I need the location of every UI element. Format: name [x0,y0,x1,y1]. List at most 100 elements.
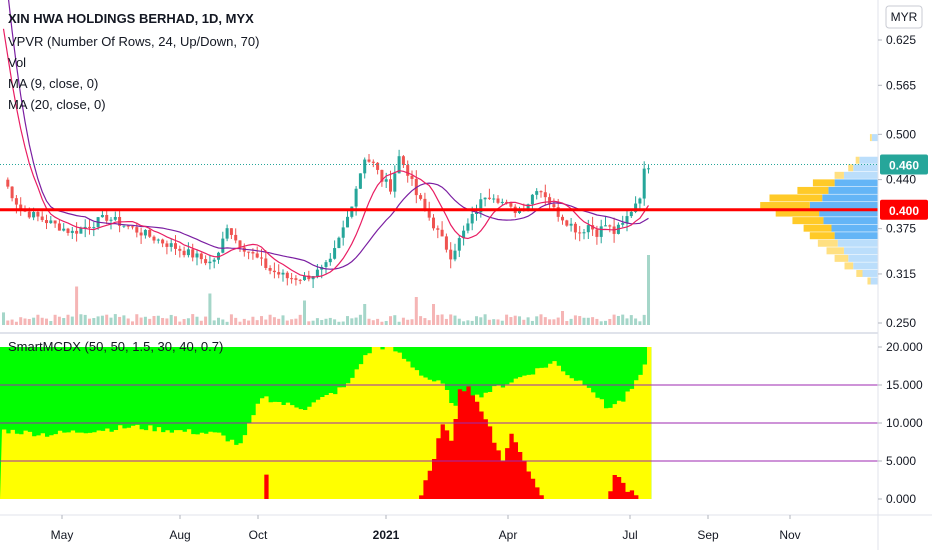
time-axis[interactable]: May Aug Oct 2021 Apr Jul Sep Nov [51,515,801,542]
volume-bar [505,314,509,325]
candle-body [393,173,397,192]
candle-body [247,251,251,253]
volume-bar [217,317,221,325]
volume-bar [552,319,556,325]
volume-bar [32,317,36,325]
candle-body [143,229,147,236]
candle-body [376,162,380,170]
price-tick-label: 0.625 [886,33,916,47]
candle-body [638,198,642,204]
volume-bar [6,320,10,325]
candle-body [449,249,453,260]
candle-body [427,209,431,218]
volume-bar [268,314,272,325]
candle-body [406,165,410,176]
candle-body [367,159,371,162]
candle-body [389,179,393,192]
volume-bar [384,320,388,325]
candle-body [105,214,109,221]
candle-body [126,225,130,227]
support-price-badge-bg [880,199,928,220]
volume-bar [475,316,479,325]
volume-bar [341,321,345,325]
volume-bar [440,314,444,325]
volume-bar [522,319,526,325]
candle-body [625,216,629,223]
volume-bar [195,316,199,325]
volume-bar [337,321,341,325]
candle-body [148,229,152,237]
volume-bar [595,318,599,325]
vp-down-bar [826,247,844,255]
indicator-ma20[interactable]: MA (20, close, 0) [8,97,106,112]
candle-body [303,275,307,281]
vp-up-bar [823,217,878,225]
volume-bar [457,318,461,325]
volume-bar [625,318,629,325]
volume-bar [432,304,436,325]
volume-bar [427,320,431,325]
volume-bar [290,319,294,325]
symbol-title[interactable]: XIN HWA HOLDINGS BERHAD, 1D, MYX [8,11,254,26]
current-price-badge: 0.460 [889,159,919,173]
volume-bar [513,315,517,325]
volume-bar [496,319,500,325]
candle-body [483,197,487,200]
volume-bar [208,293,212,325]
volume-bar [156,315,160,325]
volume-bar [376,318,380,325]
vp-down-bar [848,164,854,172]
volume-bar [358,314,362,325]
ma9-line [2,28,650,278]
candle-body [165,243,169,247]
volume-bar [410,319,414,325]
volume-bar [143,316,147,325]
candle-body [268,267,272,271]
candle-body [62,228,66,231]
current-price-badge-bg [880,154,928,175]
currency-button[interactable]: MYR [885,5,923,29]
volume-bar [303,300,307,325]
volume-bar [100,315,104,325]
volume-bar [36,314,40,325]
volume-bar [492,319,496,325]
candle-body [530,194,534,205]
candle-body [229,228,233,235]
price-pane[interactable] [0,0,878,325]
price-axis[interactable]: 0.625 0.565 0.500 0.440 0.375 0.315 0.250 [878,33,916,330]
volume-bar [2,312,6,325]
candle-body [57,223,61,231]
candle-body [578,232,582,234]
indicator-smartmcdx[interactable]: SmartMCDX (50, 50, 1.5, 30, 40, 0.7) [8,339,223,354]
volume-bar [586,317,590,325]
volume-bar [367,318,371,325]
candle-body [384,179,388,182]
candle-body [6,179,10,187]
candle-body [225,228,229,239]
candle-body [45,220,49,224]
candle-body [518,209,522,214]
vp-down-bar [834,171,844,179]
mcdx-pane[interactable] [0,347,878,499]
volume-bar [414,297,418,325]
candle-body [453,250,457,260]
indicator-ma9[interactable]: MA (9, close, 0) [8,76,98,91]
indicator-vpvr[interactable]: VPVR (Number Of Rows, 24, Up/Down, 70) [8,34,259,49]
candle-body [363,159,367,174]
volume-bar [88,318,92,325]
volume-bar [380,321,384,325]
candle-body [475,212,479,214]
volume-bar [40,317,44,325]
indicator-vol[interactable]: Vol [8,55,26,70]
candle-body [83,226,87,229]
volume-bar [251,316,255,325]
candle-body [251,252,255,254]
volume-bar [401,317,405,325]
candle-body [595,229,599,237]
vp-down-bar [797,186,829,194]
candle-body [307,275,311,280]
volume-bar [139,317,143,325]
candle-body [410,175,414,179]
mcdx-axis[interactable]: 20.000 15.000 10.000 5.000 0.000 [878,340,923,506]
